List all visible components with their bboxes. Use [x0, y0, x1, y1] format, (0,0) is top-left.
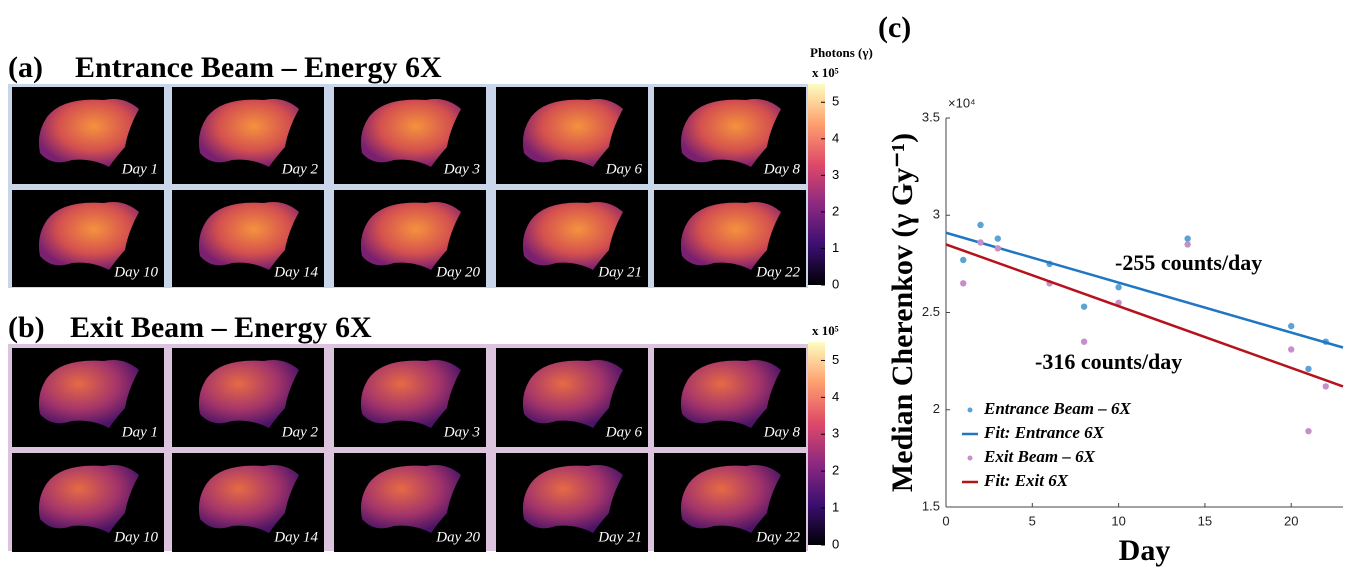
data-point — [1115, 284, 1121, 290]
day-label: Day 14 — [273, 529, 318, 545]
x-tick-label: 5 — [1029, 513, 1036, 528]
day-label: Day 8 — [763, 424, 801, 440]
data-point — [1081, 303, 1087, 309]
day-label: Day 20 — [435, 264, 480, 280]
annotation: -316 counts/day — [1035, 349, 1182, 374]
day-label: Day 22 — [755, 529, 800, 545]
data-point — [960, 257, 966, 263]
colorbar-tick-label: 2 — [832, 463, 839, 478]
colorbar-tick-label: 1 — [832, 500, 839, 515]
legend-label: Fit: Exit 6X — [983, 471, 1069, 490]
colorbar-multiplier: x 10⁵ — [812, 323, 839, 338]
colorbar-tick-label: 0 — [832, 276, 839, 291]
day-label: Day 21 — [597, 264, 642, 280]
day-label: Day 2 — [281, 161, 319, 177]
chart-title: (c) — [878, 11, 911, 44]
colorbar-title: Photons (γ) — [810, 45, 873, 60]
day-label: Day 3 — [443, 424, 480, 440]
y-tick-label: 3 — [933, 207, 940, 222]
y-tick-label: 3.5 — [922, 109, 940, 124]
panel-title: Entrance Beam – Energy 6X — [75, 51, 442, 84]
day-label: Day 10 — [113, 264, 158, 280]
x-tick-label: 0 — [942, 513, 949, 528]
y-tick-label: 2.5 — [922, 304, 940, 319]
day-label: Day 8 — [763, 161, 801, 177]
y-tick-label: 1.5 — [922, 498, 940, 513]
data-point — [1081, 338, 1087, 344]
day-label: Day 21 — [597, 529, 642, 545]
day-label: Day 20 — [435, 529, 480, 545]
colorbar — [808, 342, 825, 545]
x-tick-label: 15 — [1198, 513, 1212, 528]
data-point — [1323, 383, 1329, 389]
data-point — [1288, 323, 1294, 329]
colorbar-tick-label: 4 — [832, 389, 839, 404]
legend-label: Fit: Entrance 6X — [983, 423, 1105, 442]
colorbar-tick-label: 5 — [832, 94, 839, 109]
data-point — [960, 280, 966, 286]
day-label: Day 22 — [755, 264, 800, 280]
colorbar-tick-label: 3 — [832, 426, 839, 441]
day-label: Day 6 — [605, 161, 643, 177]
y-axis-label: Median Cherenkov (γ Gy⁻¹) — [886, 133, 919, 492]
colorbar-tick-label: 5 — [832, 352, 839, 367]
data-point — [977, 222, 983, 228]
annotation: -255 counts/day — [1115, 250, 1262, 275]
colorbar — [808, 84, 825, 285]
day-label: Day 6 — [605, 424, 643, 440]
data-point — [1288, 346, 1294, 352]
data-point — [1184, 235, 1190, 241]
y-multiplier: ×10⁴ — [948, 95, 976, 110]
legend-label: Exit Beam – 6X — [983, 447, 1096, 466]
y-tick-label: 2 — [933, 401, 940, 416]
legend-label: Entrance Beam – 6X — [983, 399, 1132, 418]
colorbar-multiplier: x 10⁵ — [812, 65, 839, 80]
x-tick-label: 10 — [1111, 513, 1125, 528]
data-point — [1305, 428, 1311, 434]
day-label: Day 14 — [273, 264, 318, 280]
panel-title: Exit Beam – Energy 6X — [70, 311, 372, 344]
colorbar-tick-label: 3 — [832, 167, 839, 182]
colorbar-tick-label: 1 — [832, 240, 839, 255]
data-point — [1305, 366, 1311, 372]
x-axis-label: Day — [1119, 534, 1171, 567]
legend-marker — [968, 408, 973, 413]
figure: Photons (γ) (a) Entrance Beam – Energy 6X… — [0, 0, 1351, 572]
day-label: Day 2 — [281, 424, 319, 440]
legend-marker — [968, 456, 973, 461]
data-point — [1184, 241, 1190, 247]
day-label: Day 3 — [443, 161, 480, 177]
colorbar-tick-label: 0 — [832, 536, 839, 551]
x-tick-label: 20 — [1284, 513, 1298, 528]
day-label: Day 10 — [113, 529, 158, 545]
data-point — [995, 235, 1001, 241]
panel-label: (b) — [8, 311, 45, 344]
data-point — [995, 245, 1001, 251]
colorbar-tick-label: 4 — [832, 130, 839, 145]
colorbar-tick-label: 2 — [832, 203, 839, 218]
day-label: Day 1 — [121, 161, 158, 177]
panel-label: (a) — [8, 51, 43, 84]
day-label: Day 1 — [121, 424, 158, 440]
data-point — [977, 239, 983, 245]
